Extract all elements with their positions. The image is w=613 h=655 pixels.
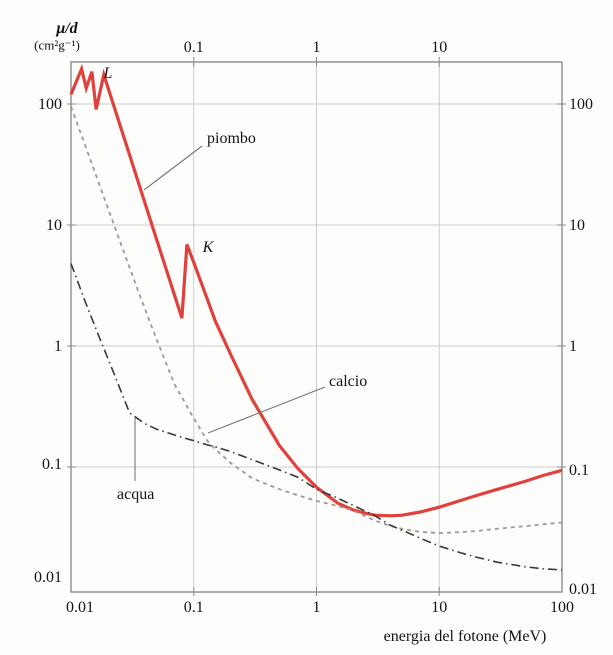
l-edge-label: L: [103, 65, 113, 82]
x-tick-label-bottom: 100: [550, 599, 574, 616]
x-tick-label-top: 1: [313, 39, 321, 56]
calcio-series-label: calcio: [329, 373, 368, 390]
calcio-curve: [70, 106, 563, 535]
piombo-curve: [69, 63, 563, 518]
piombo-leader-line: [143, 145, 203, 191]
y-axis-title: μ/d: [56, 20, 78, 37]
x-tick-label-bottom: 1: [313, 599, 321, 616]
y-tick-label-left: 10: [46, 217, 62, 234]
y-tick-label-left: 100: [38, 96, 62, 113]
y-tick-label-right: 100: [569, 96, 593, 113]
x-tick-label-top: 0.1: [184, 39, 204, 56]
y-tick-label-left: 0.1: [42, 456, 62, 473]
acqua-series-label: acqua: [117, 486, 155, 503]
y-axis-units: (cm²g⁻¹): [34, 37, 80, 53]
x-tick-label-bottom: 0.1: [184, 599, 204, 616]
x-tick-label-bottom: 0.01: [66, 599, 94, 616]
x-axis-title: energia del fotone (MeV): [383, 628, 547, 645]
k-edge-label: K: [202, 239, 214, 256]
y-tick-label-right: 0.01: [569, 581, 597, 598]
y-tick-label-right: 1: [569, 338, 577, 355]
y-tick-label-right: 10: [569, 217, 585, 234]
x-tick-label-bottom: 10: [431, 599, 447, 616]
acqua-curve: [70, 263, 563, 571]
x-tick-label-top: 10: [431, 39, 447, 56]
calcio-leader-line: [207, 386, 326, 434]
y-tick-label-right: 0.1: [569, 462, 589, 479]
y-tick-label-left: 0.01: [34, 569, 62, 586]
piombo-series-label: piombo: [207, 130, 256, 147]
y-tick-label-left: 1: [54, 338, 62, 355]
